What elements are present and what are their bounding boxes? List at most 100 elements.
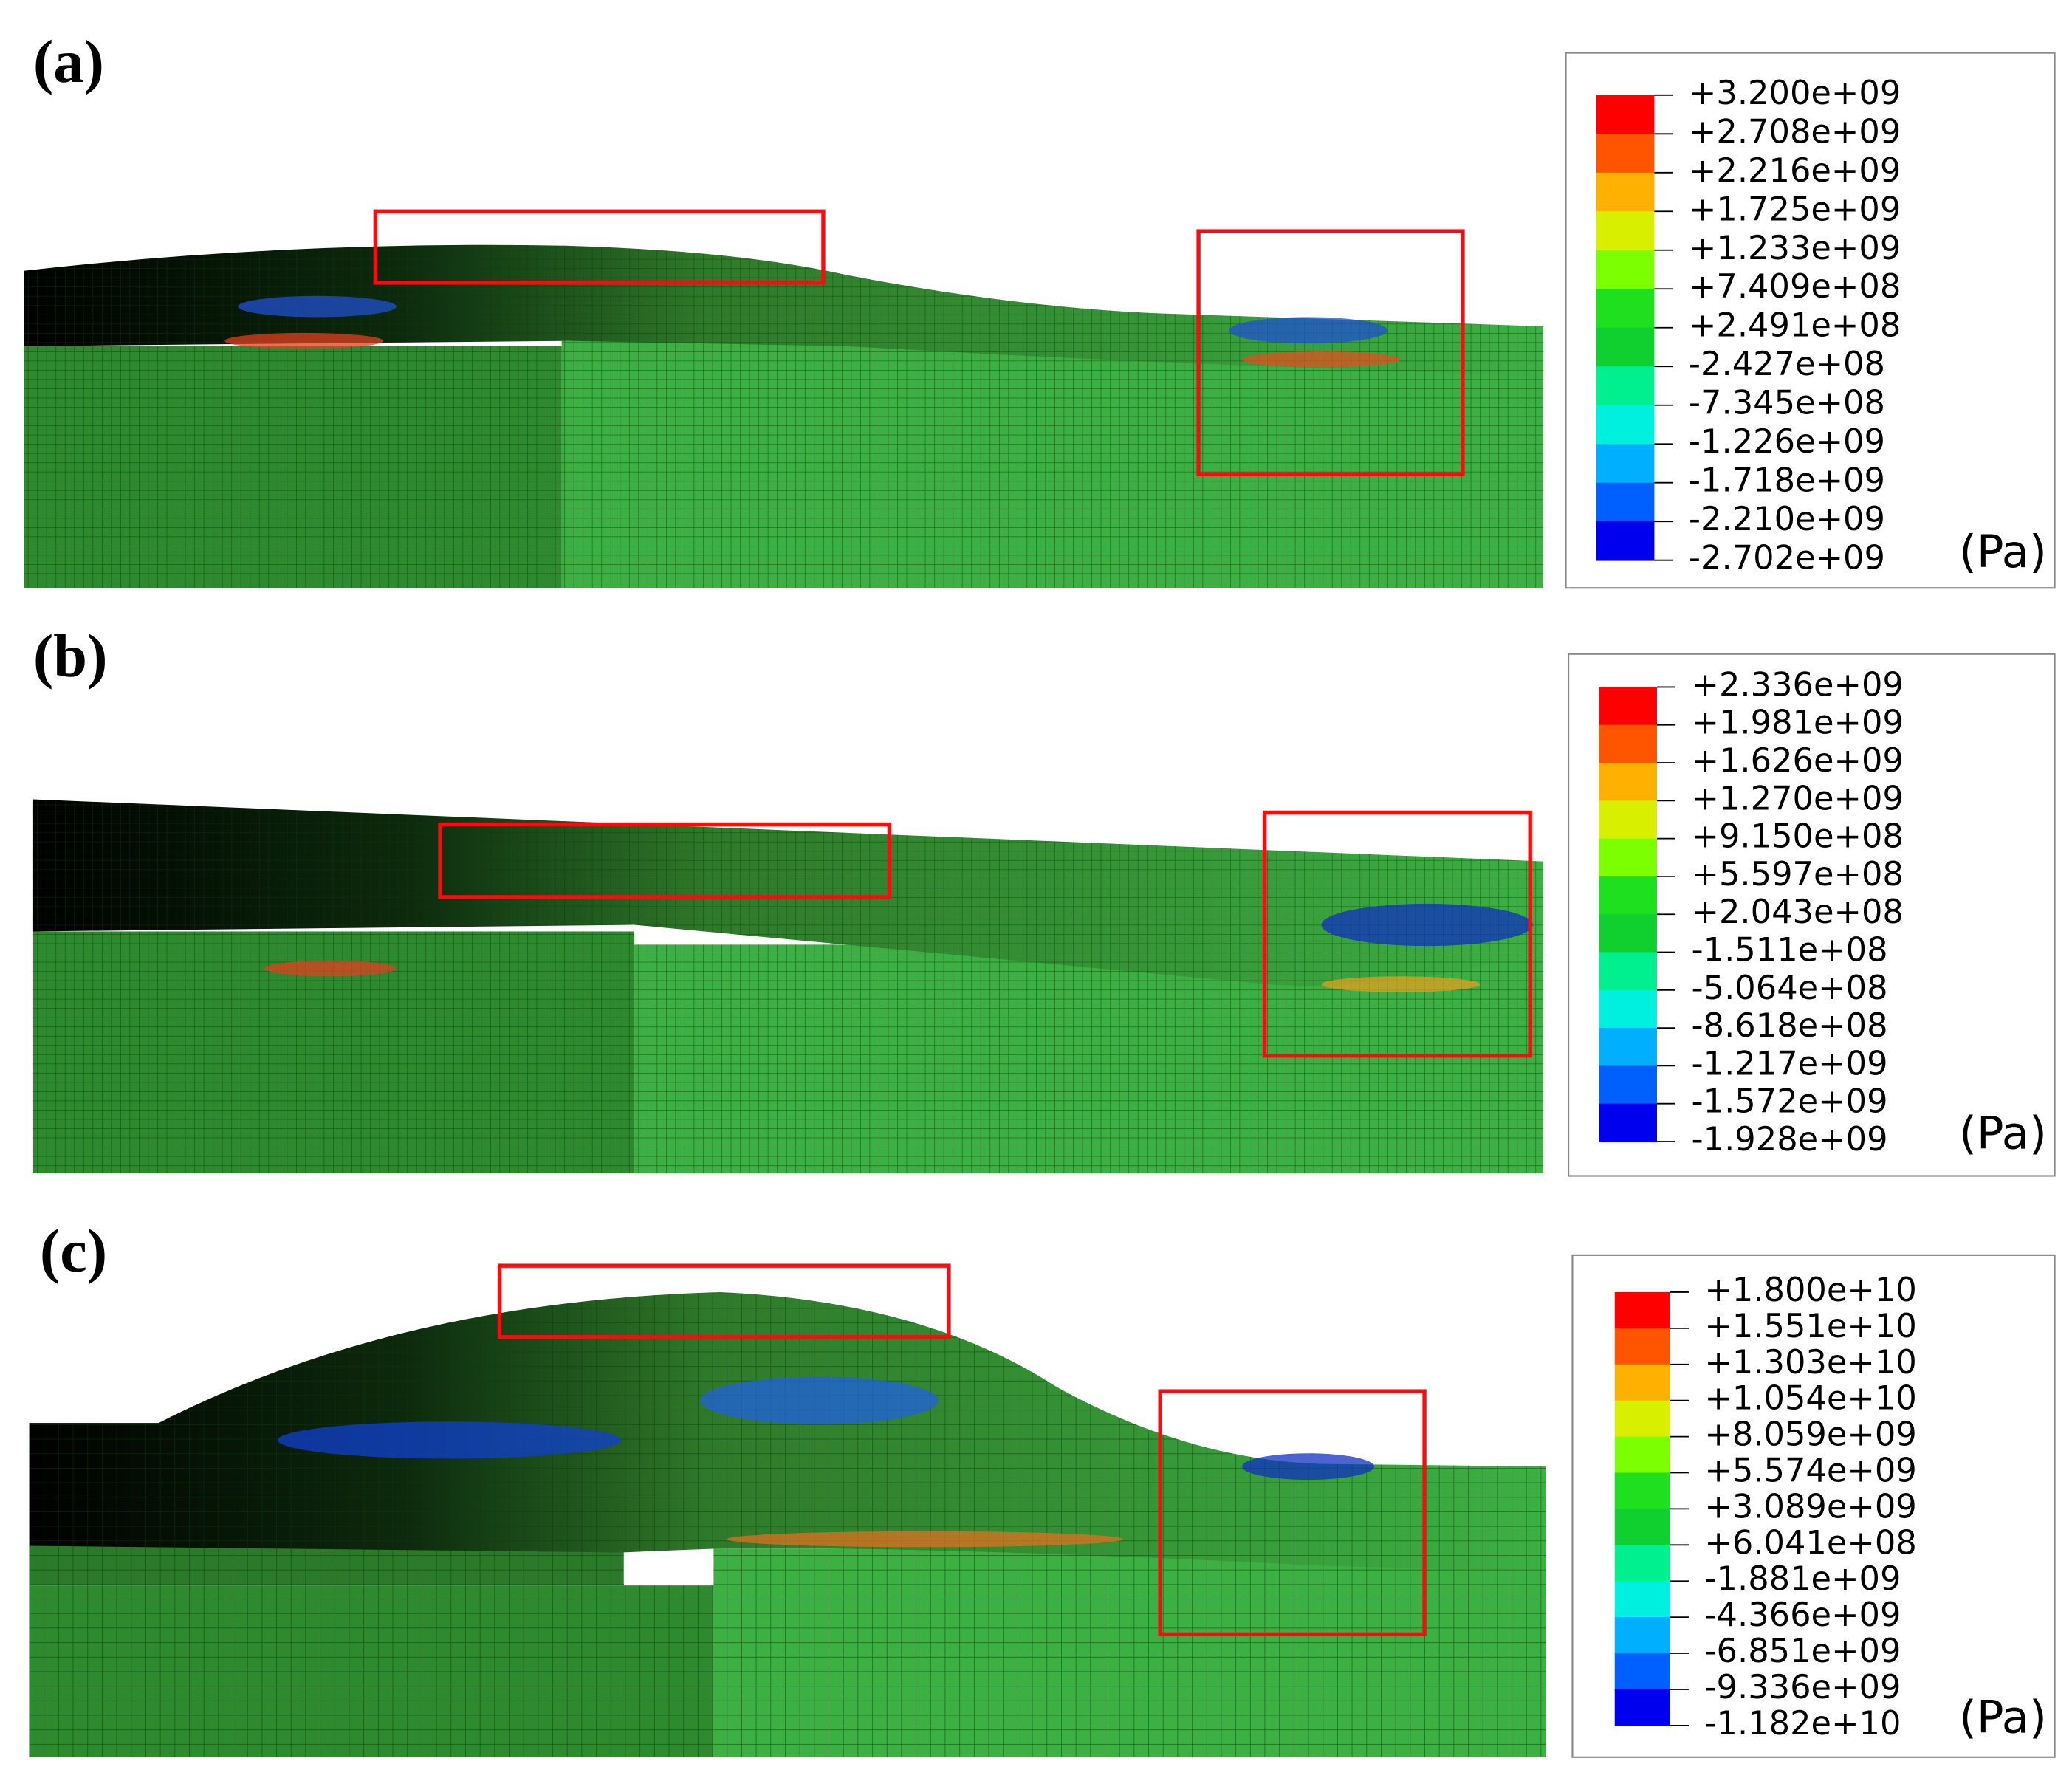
mesh-grid [29,1585,714,1757]
legend-swatch [1599,763,1657,802]
legend-swatch [1599,1028,1657,1067]
legend-label: -1.572e+09 [1692,1082,1888,1121]
legend-label: +1.054e+10 [1704,1379,1916,1418]
panel: (a) +3.200e+09+2.708e+09+2.216e+09+1.725e… [24,28,2056,589]
legend-swatch [1596,250,1655,290]
legend-swatch [1614,1545,1670,1582]
mesh-grid [713,1548,1546,1757]
legend-label: +1.725e+09 [1689,189,1901,228]
legend-label: -4.366e+09 [1704,1595,1901,1634]
mesh-grid [561,340,1544,588]
legend-label: -9.336e+09 [1704,1667,1901,1706]
legend-label: +5.574e+09 [1704,1450,1916,1489]
legend-label: +3.200e+09 [1689,73,1901,112]
sheet-mesh [24,244,1544,377]
legend-swatch [1614,1291,1670,1329]
legend-label: +6.041e+08 [1704,1523,1916,1562]
legend-swatch [1614,1472,1670,1510]
legend-label: +9.150e+08 [1692,817,1904,856]
legend-swatch [1614,1509,1670,1546]
stress-spot [1321,976,1481,992]
legend-swatch [1614,1581,1670,1619]
legend-label: -1.511e+08 [1692,930,1888,970]
legend-swatch [1614,1689,1670,1726]
mesh-grid [24,346,562,588]
highlight-box [438,822,892,899]
stress-spot [224,332,384,349]
panel-label: (b) [33,622,108,690]
legend-swatch [1599,914,1657,953]
stress-spot [1242,1453,1375,1480]
legend-swatch [1614,1436,1670,1474]
highlight-box [1158,1389,1427,1637]
legend-label: -8.618e+08 [1692,1006,1888,1045]
legend-unit: (Pa) [1959,1692,2047,1743]
stress-spot [238,295,397,318]
legend-swatch [1596,289,1655,329]
legend-label: +1.551e+10 [1704,1306,1916,1345]
legend-swatch [1599,1065,1657,1105]
legend-label: +7.409e+08 [1689,267,1901,306]
legend-swatch [1596,444,1655,484]
highlight-box [1196,229,1465,477]
legend-swatch [1599,1103,1657,1142]
legend-label: +3.089e+09 [1704,1486,1916,1526]
highlight-box [373,209,826,285]
legend-swatch [1614,1653,1670,1690]
stress-spot [700,1376,939,1424]
legend-swatch [1596,405,1655,445]
legend-label: +1.800e+10 [1704,1270,1916,1309]
legend-label: +1.626e+09 [1692,741,1904,780]
legend-label: +2.708e+09 [1689,111,1901,151]
legend-label: +1.233e+09 [1689,228,1901,267]
legend-unit: (Pa) [1959,526,2047,578]
legend-label: -2.702e+09 [1689,538,1885,577]
legend-label: +2.491e+08 [1689,306,1901,345]
legend-label: +2.216e+09 [1689,151,1901,190]
legend-label: -1.718e+09 [1689,461,1885,500]
legend-label: -7.345e+08 [1689,383,1885,422]
legend-swatch [1596,482,1655,523]
legend-swatch [1596,366,1655,406]
legend-swatch [1599,687,1657,726]
panel-label: (c) [40,1217,107,1284]
legend-swatch [1614,1400,1670,1438]
legend-label: -6.851e+09 [1704,1631,1901,1670]
legend-swatch [1614,1617,1670,1654]
legend-swatch [1596,172,1655,213]
legend-swatch [1596,95,1655,135]
legend-swatch [1599,724,1657,763]
legend-swatch [1599,989,1657,1029]
legend-swatch [1599,800,1657,840]
legend-label: +8.059e+09 [1704,1415,1916,1454]
panel: (c) +1.800e+10+1.551e+10+1.303e+10+1.054e… [29,1217,2056,1758]
stress-spot [277,1421,622,1459]
legend-label: +2.043e+08 [1692,892,1904,931]
legend-label: -1.182e+10 [1704,1703,1901,1743]
legend-label: -1.217e+09 [1692,1043,1888,1082]
legend-unit: (Pa) [1959,1108,2047,1159]
legend-label: +1.981e+09 [1692,703,1904,742]
legend-label: +2.336e+09 [1692,665,1904,704]
panel: (b) +2.336e+09+1.981e+09+1.626e+09+1.270e… [33,622,2056,1177]
highlight-box [497,1263,951,1339]
legend-label: -5.064e+08 [1692,968,1888,1007]
legend-swatch [1599,952,1657,991]
legend-swatch [1596,211,1655,251]
legend-swatch [1596,521,1655,561]
stress-spot [1321,903,1533,947]
legend-label: -1.928e+09 [1692,1119,1888,1159]
highlight-box [1262,810,1532,1058]
legend-label: +1.270e+09 [1692,778,1904,817]
legend-swatch [1596,134,1655,174]
legend-label: -1.226e+09 [1689,422,1885,461]
stress-spot [264,960,397,977]
sheet-mesh [29,1291,1546,1573]
legend-swatch [1599,876,1657,916]
stress-spot [727,1531,1124,1548]
legend-swatch [1614,1364,1670,1401]
legend-swatch [1596,327,1655,368]
legend-label: -2.210e+09 [1689,499,1885,538]
legend-label: +5.597e+08 [1692,854,1904,893]
